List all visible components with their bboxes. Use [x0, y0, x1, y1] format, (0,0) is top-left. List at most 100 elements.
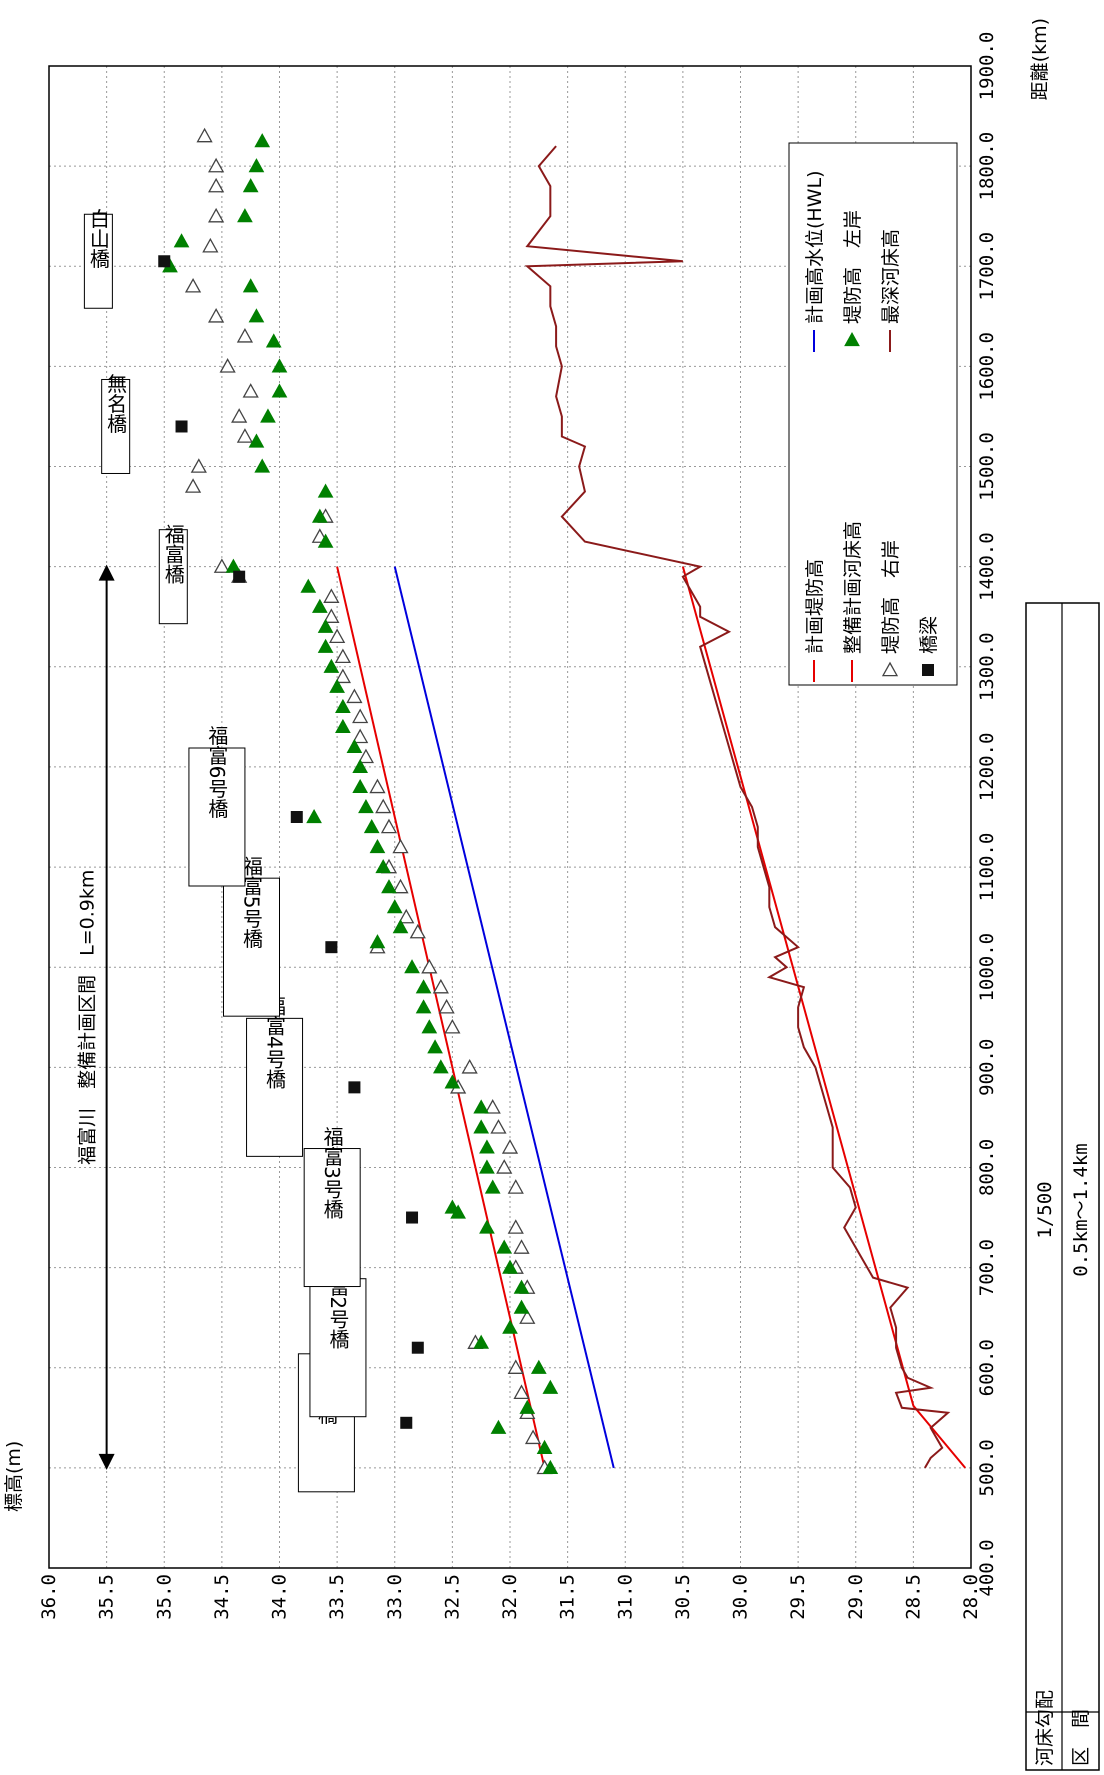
legend-text-wrap: 計画堤防高	[804, 559, 826, 654]
data-point	[507, 1179, 524, 1194]
data-point	[173, 233, 190, 248]
data-point	[317, 483, 334, 498]
x-tick-label: 1300.0	[976, 632, 998, 701]
data-point	[392, 878, 409, 894]
x-tick-wrap: 900.0	[976, 1039, 998, 1096]
y-tick-wrap: 31.5	[557, 1574, 579, 1620]
x-tick-label: 1200.0	[976, 733, 998, 802]
y-tick-wrap: 29.5	[787, 1574, 809, 1620]
data-point	[484, 1179, 501, 1194]
data-point	[496, 1159, 513, 1174]
x-tick-wrap: 1200.0	[976, 733, 998, 802]
data-point	[433, 1059, 449, 1074]
x-tick-wrap: 1300.0	[976, 632, 998, 701]
data-point	[254, 458, 271, 473]
data-point	[184, 277, 202, 293]
bridge-label-box	[188, 747, 246, 887]
bridge-label: 福富4号橋	[246, 996, 304, 1157]
data-point	[242, 383, 259, 398]
legend-item: 整備計画河床高	[842, 521, 864, 682]
data-point	[260, 408, 276, 423]
x-tick-label: 900.0	[976, 1039, 998, 1096]
data-point	[507, 1219, 524, 1234]
data-point	[542, 1379, 559, 1394]
legend-item: 計画高水位(HWL)	[804, 171, 826, 352]
data-point	[473, 1334, 490, 1349]
legend-swatch	[922, 664, 934, 676]
data-point	[513, 1299, 530, 1314]
x-tick-wrap: 1500.0	[976, 432, 998, 501]
y-tick-label: 35.0	[153, 1574, 175, 1620]
x-tick-wrap: 800.0	[976, 1139, 998, 1196]
data-point	[415, 979, 432, 994]
x-tick-wrap: 1000.0	[976, 933, 998, 1002]
legend-label: 計画高水位(HWL)	[804, 171, 826, 325]
data-point	[346, 738, 363, 754]
x-tick-wrap: 1100.0	[976, 833, 998, 902]
data-point	[386, 899, 403, 914]
data-point	[444, 1018, 461, 1034]
legend-swatch	[881, 661, 899, 677]
y-tick-label: 31.5	[557, 1574, 579, 1620]
plan-section-annotation: 福富川 整備計画区間 L=0.9km	[77, 564, 115, 1470]
y-tick-wrap: 31.0	[614, 1574, 636, 1620]
data-point	[490, 1119, 507, 1134]
x-tick-label: 1900.0	[976, 32, 998, 101]
x-tick-wrap: 1400.0	[976, 532, 998, 601]
data-point	[325, 941, 338, 954]
y-tick-wrap: 35.5	[96, 1574, 118, 1620]
y-tick-wrap: 33.0	[384, 1574, 406, 1620]
data-point	[190, 458, 207, 473]
x-tick-label: 1400.0	[976, 532, 998, 601]
data-point	[421, 958, 438, 974]
series-4	[162, 133, 559, 1474]
x-axis-label: 距離(km)	[1029, 18, 1051, 100]
bridge-label-box	[83, 213, 113, 309]
section-label-wrap: 福富川 整備計画区間 L=0.9km	[77, 870, 99, 1165]
y-tick-wrap: 34.5	[211, 1574, 233, 1620]
y-tick-label: 29.5	[787, 1574, 809, 1620]
y-tick-label: 35.5	[96, 1574, 118, 1620]
bridge-label-box	[158, 529, 188, 625]
data-point	[381, 879, 397, 894]
y-tick-wrap: 32.5	[441, 1574, 463, 1620]
slope-table-row1-value-wrap: 1/500	[1034, 1181, 1056, 1238]
y-tick-wrap: 28.0	[960, 1574, 982, 1620]
data-point	[248, 433, 265, 448]
y-tick-label: 36.0	[38, 1574, 60, 1620]
bridge-label-box	[303, 1148, 361, 1288]
legend-text-wrap: 整備計画河床高	[842, 521, 864, 654]
x-tick-wrap: 1900.0	[976, 32, 998, 101]
legend-swatch	[844, 331, 860, 347]
data-point	[507, 1359, 524, 1374]
data-point	[479, 1139, 495, 1154]
data-point	[271, 358, 288, 373]
series-0	[336, 566, 546, 1469]
data-point	[369, 934, 386, 949]
x-tick-label: 700.0	[976, 1239, 998, 1296]
legend-text-wrap: 橋梁	[918, 616, 940, 654]
data-point	[290, 811, 303, 823]
section-label: 福富川 整備計画区間 L=0.9km	[77, 870, 99, 1165]
legend-text-wrap: 堤防高 左岸	[842, 210, 864, 324]
data-point	[242, 278, 259, 293]
y-tick-wrap: 34.0	[269, 1574, 291, 1620]
data-point	[335, 718, 351, 733]
data-point	[335, 698, 351, 713]
data-point	[519, 1309, 536, 1324]
legend-label: 整備計画河床高	[842, 521, 864, 654]
y-tick-label: 34.0	[269, 1574, 291, 1620]
data-point	[369, 839, 386, 854]
slope-table: 河床勾配 1/500 区 間 0.5km～1.4km	[1025, 602, 1100, 1771]
x-tick-wrap: 1800.0	[976, 132, 998, 201]
data-point	[513, 1239, 530, 1254]
legend-text-wrap: 堤防高 右岸	[880, 540, 902, 654]
x-tick-label: 500.0	[976, 1439, 998, 1496]
data-point	[233, 570, 246, 583]
bridge-label: 福富5号橋	[223, 855, 280, 1017]
series-3	[184, 127, 553, 1475]
y-tick-wrap: 35.0	[153, 1574, 175, 1620]
data-point	[421, 1019, 438, 1034]
data-point	[348, 1081, 361, 1094]
slope-table-row2-value: 0.5km～1.4km	[1070, 1143, 1092, 1276]
